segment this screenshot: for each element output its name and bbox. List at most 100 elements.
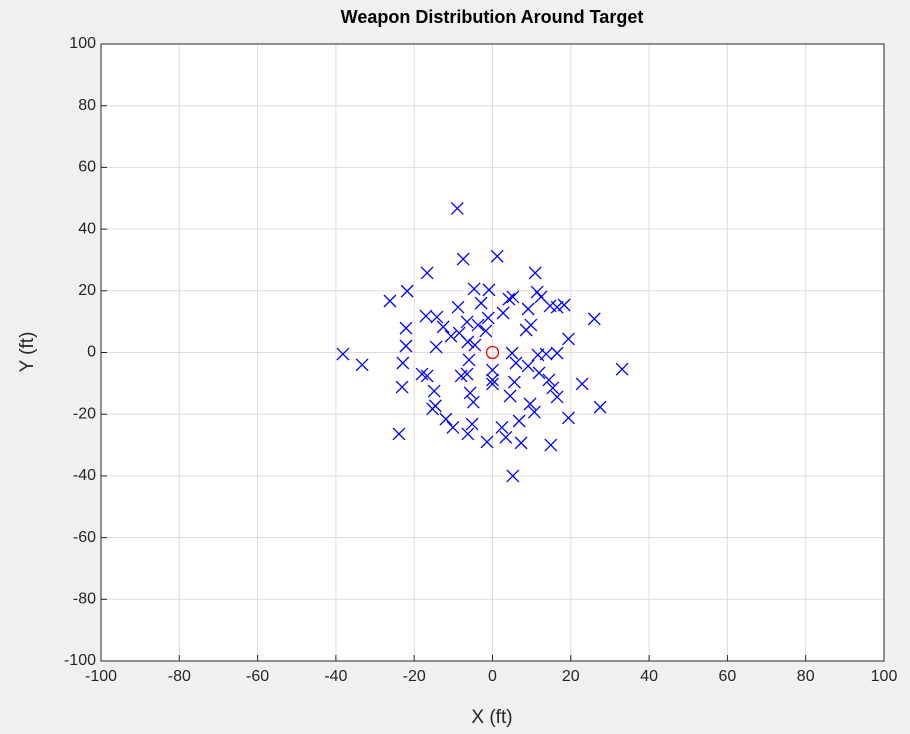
point-marker (561, 332, 575, 346)
point-marker (399, 321, 413, 335)
x-tick-label: -40 (324, 668, 347, 685)
point-marker (355, 358, 369, 372)
point-marker (544, 438, 558, 452)
point-marker (486, 373, 499, 387)
point-marker (420, 369, 434, 383)
point-marker (420, 266, 434, 280)
point-marker (546, 381, 560, 395)
point-marker (490, 249, 504, 263)
x-tick-label: -100 (85, 668, 117, 685)
point-marker (471, 318, 485, 332)
point-marker (615, 362, 629, 376)
point-marker (521, 359, 535, 373)
y-tick-label: 80 (78, 97, 96, 114)
point-marker (502, 292, 516, 306)
x-tick-label: -80 (168, 668, 191, 685)
point-marker (467, 282, 481, 296)
y-tick-label: 100 (69, 35, 96, 52)
point-marker (399, 339, 413, 353)
point-marker (527, 405, 541, 419)
point-marker (436, 320, 450, 334)
y-tick-label: 20 (78, 282, 96, 299)
point-marker (482, 283, 496, 297)
point-marker (561, 411, 575, 425)
point-marker (446, 421, 460, 434)
point-marker (519, 323, 533, 337)
point-marker (461, 335, 475, 349)
point-marker (336, 347, 350, 361)
x-tick-label: 100 (871, 668, 898, 685)
point-marker (460, 315, 474, 329)
x-tick-label: 60 (719, 668, 737, 685)
point-marker (430, 310, 444, 324)
point-marker (539, 347, 553, 361)
x-tick-label: -20 (403, 668, 426, 685)
point-marker (509, 356, 523, 370)
x-axis-label: X (ft) (471, 707, 512, 728)
point-marker (506, 290, 520, 304)
y-tick-label: -60 (73, 529, 96, 546)
y-tick-label: 0 (87, 344, 96, 361)
x-tick-label: 80 (797, 668, 815, 685)
point-marker (550, 390, 564, 404)
y-tick-label: -40 (73, 467, 96, 484)
point-marker (451, 300, 465, 314)
x-tick-label: 20 (562, 668, 580, 685)
point-marker (499, 430, 513, 444)
point-marker (486, 363, 499, 377)
point-marker (505, 346, 519, 360)
x-tick-label: -60 (246, 668, 269, 685)
point-marker (383, 294, 397, 308)
target-marker (485, 345, 500, 360)
plot-frame (100, 43, 885, 662)
point-marker (528, 266, 542, 280)
point-marker (444, 329, 458, 343)
point-marker (395, 380, 409, 394)
y-tick-label: -100 (64, 652, 96, 669)
point-marker (593, 400, 607, 414)
point-marker (512, 414, 526, 428)
point-marker (479, 324, 493, 338)
point-marker (450, 201, 464, 215)
y-axis-label: Y (ft) (17, 332, 38, 373)
point-marker (427, 384, 441, 398)
point-marker (514, 436, 528, 450)
point-marker (557, 298, 571, 312)
point-marker (480, 435, 494, 449)
point-marker (454, 369, 468, 383)
point-marker (400, 284, 414, 298)
point-marker (463, 386, 477, 400)
x-tick-label: 40 (640, 668, 658, 685)
point-marker (468, 338, 482, 352)
y-tick-label: -80 (73, 591, 96, 608)
point-marker (419, 309, 433, 323)
point-marker (474, 296, 488, 310)
y-tick-label: -20 (73, 405, 96, 422)
point-marker (461, 427, 475, 441)
point-marker (532, 366, 546, 380)
chart-title: Weapon Distribution Around Target (341, 7, 644, 27)
point-marker (503, 389, 517, 403)
point-marker (415, 367, 429, 381)
point-marker (465, 417, 479, 431)
point-marker (521, 302, 535, 316)
point-marker (481, 311, 495, 325)
point-marker (426, 402, 440, 416)
point-marker (506, 469, 520, 483)
point-marker (396, 356, 410, 370)
point-marker (392, 427, 406, 441)
point-marker (466, 395, 480, 409)
point-marker (550, 300, 564, 314)
point-marker (542, 373, 556, 387)
point-marker (462, 353, 476, 367)
point-marker (495, 421, 509, 434)
point-marker (550, 346, 564, 360)
point-marker (523, 397, 537, 411)
x-tick-label: 0 (488, 668, 497, 685)
y-tick-label: 40 (78, 220, 96, 237)
point-marker (575, 377, 589, 391)
point-marker (507, 375, 521, 389)
y-tick-label: 60 (78, 159, 96, 176)
point-marker (429, 340, 443, 354)
